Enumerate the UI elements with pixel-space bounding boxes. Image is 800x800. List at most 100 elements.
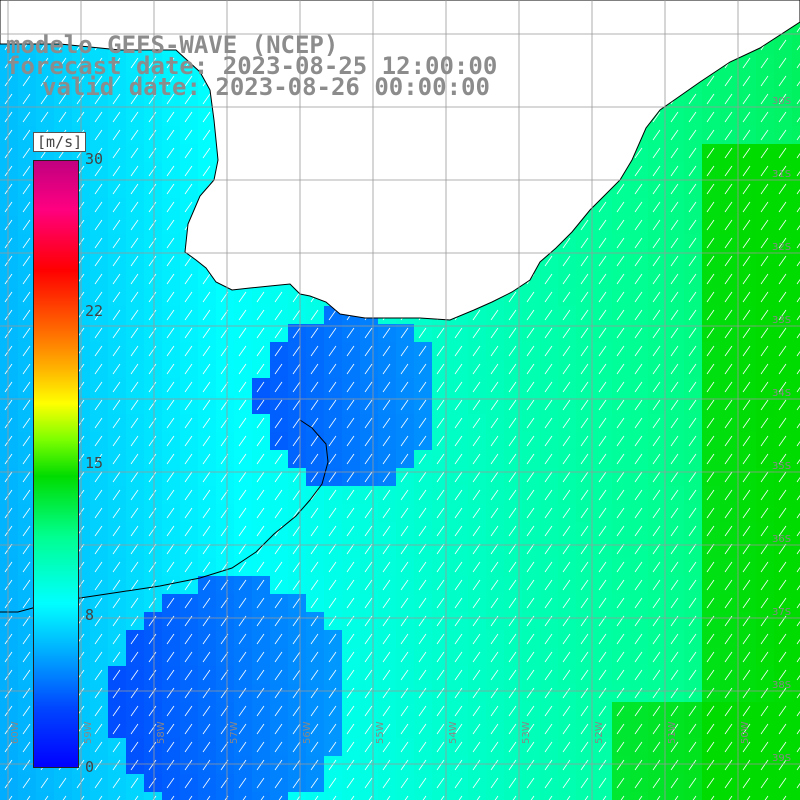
wind-cell xyxy=(324,414,342,432)
wind-cell xyxy=(108,234,126,252)
wind-cell xyxy=(720,792,738,800)
wind-arrow xyxy=(382,777,391,789)
wind-arrow xyxy=(94,651,103,663)
wind-cell xyxy=(594,702,612,720)
wind-cell xyxy=(126,306,144,324)
wind-arrow xyxy=(202,579,211,591)
wind-cell xyxy=(648,684,666,702)
wind-arrow xyxy=(742,183,751,195)
wind-cell xyxy=(738,522,756,540)
wind-arrow xyxy=(238,489,247,501)
wind-arrow xyxy=(652,507,661,519)
wind-arrow xyxy=(472,777,481,789)
wind-cell xyxy=(504,432,522,450)
wind-arrow xyxy=(256,291,265,303)
wind-arrow xyxy=(796,279,800,285)
wind-arrow xyxy=(418,471,427,483)
wind-arrow xyxy=(616,471,625,483)
wind-arrow xyxy=(616,723,625,735)
wind-cell xyxy=(90,684,108,702)
wind-cell xyxy=(468,432,486,450)
wind-arrow xyxy=(400,543,409,555)
wind-arrow xyxy=(94,255,103,267)
wind-cell xyxy=(18,54,36,72)
wind-cell xyxy=(702,486,720,504)
wind-cell xyxy=(792,108,800,126)
wind-arrow xyxy=(4,741,13,753)
wind-cell xyxy=(540,738,558,756)
wind-arrow xyxy=(112,201,121,213)
wind-arrow xyxy=(346,651,355,663)
wind-arrow xyxy=(724,525,733,537)
wind-arrow xyxy=(130,147,139,159)
wind-cell xyxy=(378,414,396,432)
wind-cell xyxy=(486,504,504,522)
wind-cell xyxy=(756,666,774,684)
wind-cell xyxy=(342,666,360,684)
wind-arrow xyxy=(346,561,355,573)
wind-cell xyxy=(216,342,234,360)
wind-arrow xyxy=(184,399,193,411)
wind-arrow xyxy=(796,459,800,465)
wind-cell xyxy=(90,126,108,144)
wind-cell xyxy=(594,594,612,612)
wind-cell xyxy=(144,792,162,800)
wind-arrow xyxy=(202,741,211,753)
wind-arrow xyxy=(130,417,139,429)
wind-cell xyxy=(0,558,18,576)
wind-cell xyxy=(756,180,774,198)
wind-cell xyxy=(702,234,720,252)
latitude-label: 36S xyxy=(772,534,792,545)
wind-arrow xyxy=(598,273,607,285)
wind-arrow xyxy=(184,723,193,735)
wind-cell xyxy=(18,396,36,414)
wind-cell xyxy=(162,90,180,108)
wind-arrow xyxy=(310,633,319,645)
wind-cell xyxy=(216,684,234,702)
wind-cell xyxy=(540,720,558,738)
wind-arrow xyxy=(364,327,373,339)
wind-cell xyxy=(270,288,288,306)
wind-arrow xyxy=(706,309,715,321)
wind-cell xyxy=(36,72,54,90)
wind-arrow xyxy=(148,291,157,303)
wind-cell xyxy=(126,144,144,162)
wind-cell xyxy=(774,144,792,162)
wind-arrow xyxy=(166,273,175,285)
wind-arrow xyxy=(292,651,301,663)
wind-cell xyxy=(126,558,144,576)
wind-arrow xyxy=(634,399,643,411)
wind-arrow xyxy=(238,381,247,393)
wind-arrow xyxy=(112,543,121,555)
wind-arrow xyxy=(328,525,337,537)
wind-cell xyxy=(774,504,792,522)
wind-arrow xyxy=(778,39,787,51)
wind-cell xyxy=(630,648,648,666)
wind-arrow xyxy=(706,183,715,195)
wind-arrow xyxy=(130,723,139,735)
wind-cell xyxy=(432,702,450,720)
wind-arrow xyxy=(346,543,355,555)
wind-cell xyxy=(180,756,198,774)
wind-cell xyxy=(774,324,792,342)
wind-cell xyxy=(108,684,126,702)
wind-cell xyxy=(612,396,630,414)
wind-arrow xyxy=(166,723,175,735)
wind-cell xyxy=(558,504,576,522)
wind-arrow xyxy=(166,327,175,339)
wind-arrow xyxy=(148,381,157,393)
wind-arrow xyxy=(508,759,517,771)
wind-cell xyxy=(576,630,594,648)
wind-cell xyxy=(756,594,774,612)
wind-cell xyxy=(90,90,108,108)
wind-cell xyxy=(162,180,180,198)
wind-arrow xyxy=(526,291,535,303)
wind-arrow xyxy=(526,777,535,789)
wind-cell xyxy=(684,180,702,198)
wind-arrow xyxy=(706,255,715,267)
wind-cell xyxy=(630,720,648,738)
wind-arrow xyxy=(364,687,373,699)
wind-arrow xyxy=(130,75,139,87)
wind-cell xyxy=(702,342,720,360)
